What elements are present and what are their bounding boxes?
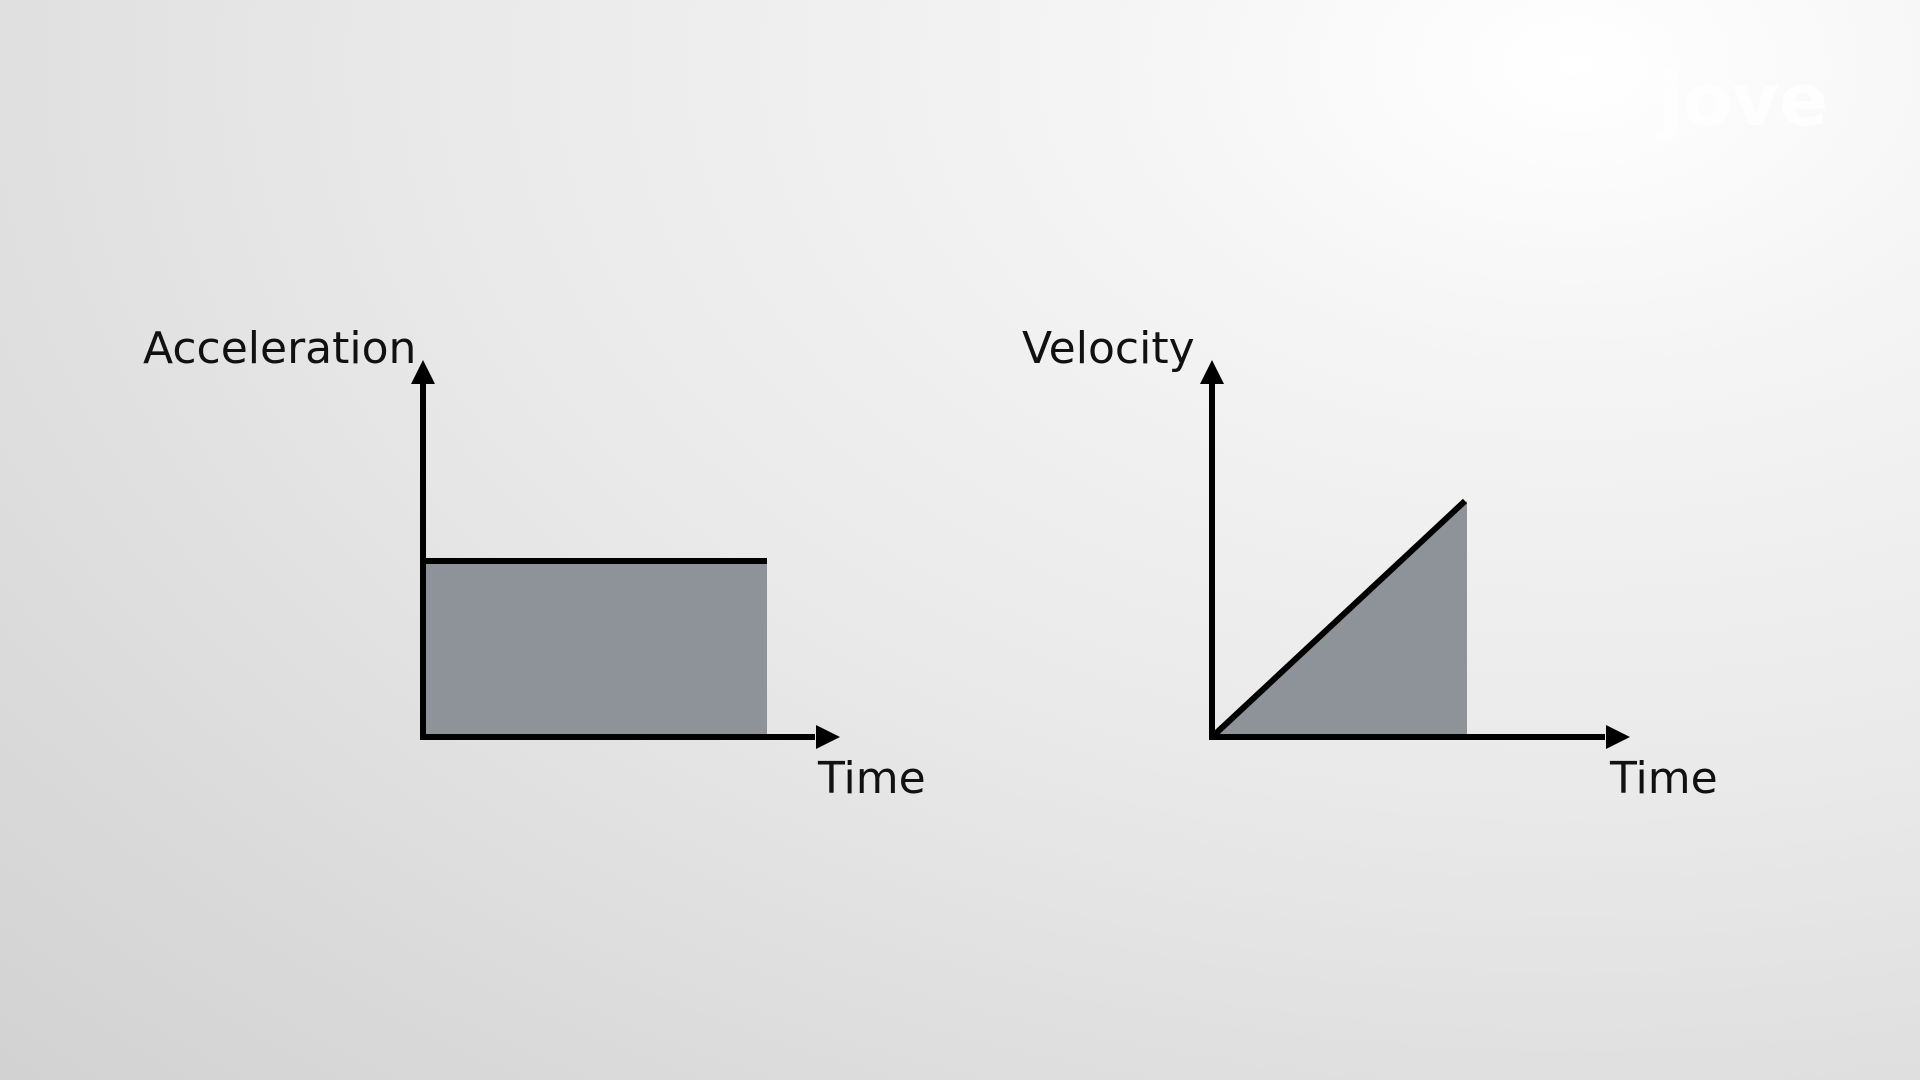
acceleration-time-diagram: Acceleration Time: [143, 323, 926, 804]
jove-logo: jove: [1655, 58, 1828, 142]
velocity-y-label: Velocity: [1022, 323, 1195, 374]
acceleration-y-label: Acceleration: [143, 323, 416, 374]
acceleration-x-arrowhead: [816, 725, 840, 749]
acceleration-x-label: Time: [817, 753, 926, 804]
acceleration-area: [423, 561, 767, 737]
velocity-time-diagram: Velocity Time: [1022, 323, 1718, 804]
acceleration-y-arrowhead: [411, 360, 435, 384]
velocity-x-arrowhead: [1606, 725, 1630, 749]
jove-logo-text: jove: [1655, 58, 1828, 142]
velocity-line: [1209, 498, 1468, 740]
velocity-y-arrowhead: [1200, 360, 1224, 384]
velocity-x-label: Time: [1609, 753, 1718, 804]
